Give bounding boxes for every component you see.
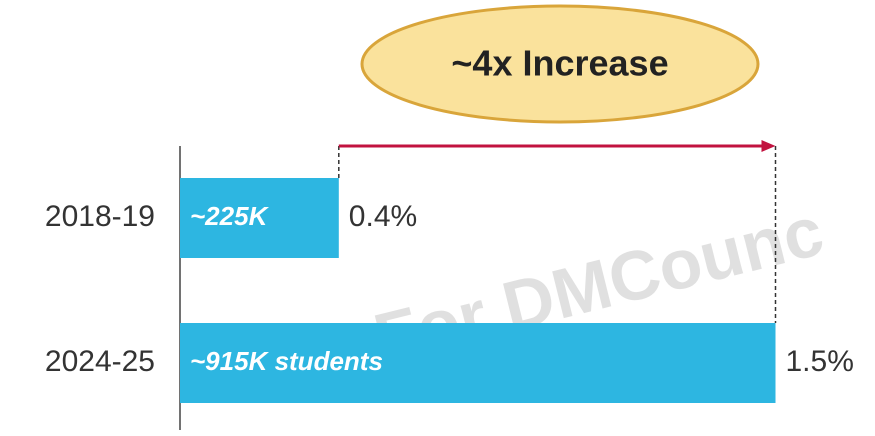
value-label: 1.5% <box>786 345 854 378</box>
category-label: 2024-25 <box>45 345 155 378</box>
arrow-head <box>761 140 776 152</box>
bar-label: ~915K students <box>190 346 383 376</box>
annotation-bubble <box>360 4 760 124</box>
category-label: 2018-19 <box>45 200 155 233</box>
value-label: 0.4% <box>349 200 417 233</box>
bar <box>180 323 776 403</box>
bar <box>180 178 339 258</box>
annotation: ~4x Increase <box>451 43 668 84</box>
bar-label: ~225K <box>190 201 270 231</box>
